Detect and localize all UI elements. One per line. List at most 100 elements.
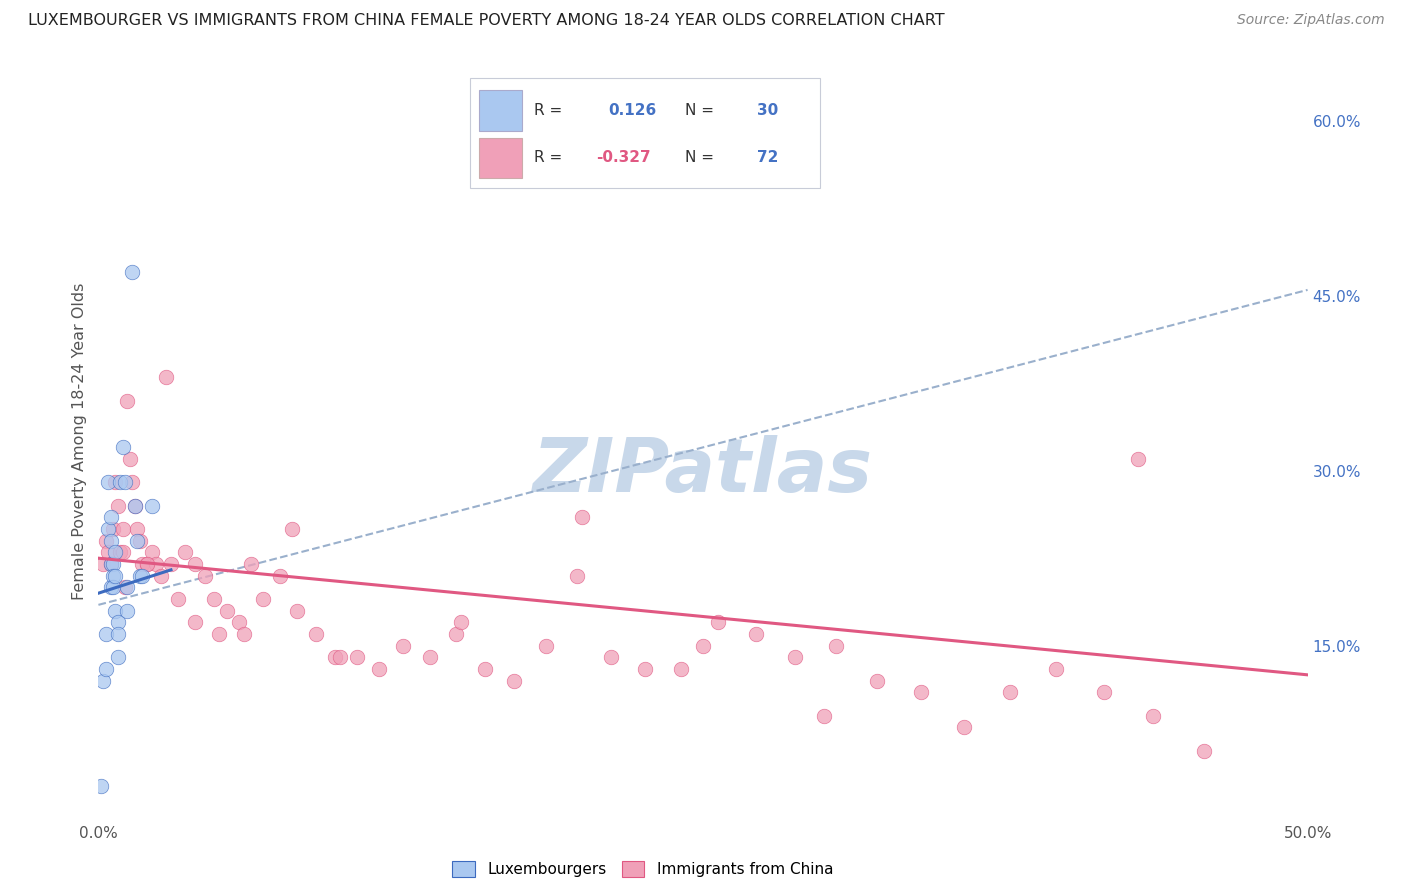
Point bbox=[167, 592, 190, 607]
Point bbox=[107, 499, 129, 513]
Point bbox=[117, 580, 139, 594]
Text: LUXEMBOURGER VS IMMIGRANTS FROM CHINA FEMALE POVERTY AMONG 18-24 YEAR OLDS CORRE: LUXEMBOURGER VS IMMIGRANTS FROM CHINA FE… bbox=[28, 13, 945, 29]
Point bbox=[910, 685, 932, 699]
Point bbox=[1142, 708, 1164, 723]
Point bbox=[128, 568, 150, 582]
Point bbox=[450, 615, 472, 630]
Point bbox=[329, 650, 352, 665]
Point bbox=[114, 580, 136, 594]
Point bbox=[174, 545, 197, 559]
Point bbox=[228, 615, 250, 630]
Point bbox=[600, 650, 623, 665]
Point bbox=[745, 627, 768, 641]
Point bbox=[346, 650, 368, 665]
Point bbox=[97, 545, 120, 559]
Point bbox=[107, 650, 129, 665]
Point bbox=[706, 615, 728, 630]
Point bbox=[813, 708, 835, 723]
Point bbox=[305, 627, 328, 641]
Point bbox=[145, 557, 167, 571]
Point bbox=[121, 265, 143, 279]
Point bbox=[111, 522, 134, 536]
Point bbox=[474, 662, 496, 676]
Text: 0.126: 0.126 bbox=[609, 103, 657, 118]
Legend: Luxembourgers, Immigrants from China: Luxembourgers, Immigrants from China bbox=[451, 862, 834, 878]
Point bbox=[215, 604, 238, 618]
Point bbox=[94, 627, 117, 641]
Point bbox=[160, 557, 183, 571]
Point bbox=[953, 720, 976, 734]
Point bbox=[107, 627, 129, 641]
Point bbox=[101, 568, 124, 582]
Point bbox=[866, 673, 889, 688]
Point bbox=[419, 650, 441, 665]
Point bbox=[825, 639, 848, 653]
Point bbox=[104, 545, 127, 559]
Point bbox=[127, 522, 149, 536]
Point bbox=[104, 475, 127, 490]
Point bbox=[232, 627, 254, 641]
Point bbox=[534, 639, 557, 653]
Text: N =: N = bbox=[685, 151, 714, 166]
FancyBboxPatch shape bbox=[470, 78, 820, 187]
Point bbox=[97, 522, 120, 536]
Point bbox=[239, 557, 262, 571]
Point bbox=[141, 545, 163, 559]
Point bbox=[1192, 744, 1215, 758]
Point bbox=[111, 441, 134, 455]
Point bbox=[97, 475, 120, 490]
Point bbox=[131, 568, 153, 582]
FancyBboxPatch shape bbox=[479, 90, 522, 130]
Text: 30: 30 bbox=[758, 103, 779, 118]
Point bbox=[135, 557, 157, 571]
Point bbox=[100, 533, 122, 548]
Text: -0.327: -0.327 bbox=[596, 151, 651, 166]
Point bbox=[998, 685, 1021, 699]
Text: R =: R = bbox=[534, 151, 562, 166]
Point bbox=[100, 557, 122, 571]
Point bbox=[1045, 662, 1067, 676]
Point bbox=[1094, 685, 1116, 699]
Point bbox=[90, 779, 112, 793]
Point bbox=[131, 557, 153, 571]
Point bbox=[368, 662, 391, 676]
Point bbox=[108, 545, 131, 559]
Point bbox=[114, 475, 136, 490]
Point bbox=[141, 499, 163, 513]
Point bbox=[392, 639, 415, 653]
Point bbox=[281, 522, 304, 536]
Point bbox=[121, 475, 143, 490]
Point bbox=[111, 545, 134, 559]
Point bbox=[571, 510, 593, 524]
Point bbox=[117, 604, 139, 618]
Point bbox=[94, 533, 117, 548]
Point bbox=[208, 627, 231, 641]
Text: Source: ZipAtlas.com: Source: ZipAtlas.com bbox=[1237, 13, 1385, 28]
Point bbox=[100, 510, 122, 524]
Text: ZIPatlas: ZIPatlas bbox=[533, 435, 873, 508]
Point bbox=[118, 452, 141, 467]
Text: 72: 72 bbox=[758, 151, 779, 166]
Point bbox=[104, 604, 127, 618]
Point bbox=[107, 615, 129, 630]
Point bbox=[503, 673, 526, 688]
Point bbox=[124, 499, 146, 513]
Text: R =: R = bbox=[534, 103, 562, 118]
Point bbox=[100, 557, 122, 571]
Point bbox=[127, 533, 149, 548]
Point bbox=[155, 370, 177, 384]
Point bbox=[108, 475, 131, 490]
Point bbox=[285, 604, 308, 618]
Point bbox=[692, 639, 714, 653]
Point bbox=[117, 393, 139, 408]
Point bbox=[1128, 452, 1150, 467]
Point bbox=[194, 568, 217, 582]
Point bbox=[446, 627, 468, 641]
Point bbox=[91, 557, 114, 571]
Point bbox=[101, 522, 124, 536]
Point bbox=[101, 557, 124, 571]
Point bbox=[128, 533, 150, 548]
Point bbox=[124, 499, 146, 513]
Point bbox=[252, 592, 274, 607]
Point bbox=[634, 662, 657, 676]
